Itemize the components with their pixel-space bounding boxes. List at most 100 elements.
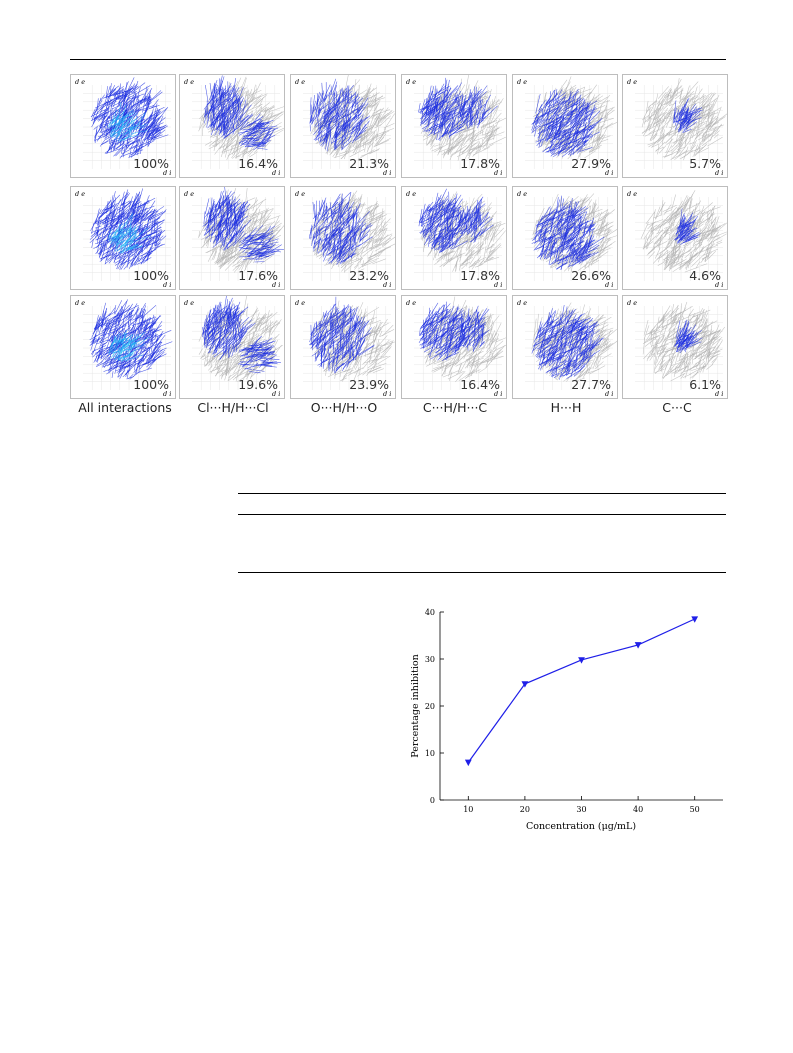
de-axis-label: d e xyxy=(517,299,527,307)
percentage-label: 23.9% xyxy=(349,377,389,392)
fingerprint-panel-c-c-row1: d e d i 5.7% xyxy=(622,74,728,178)
fingerprint-panel-o-h-row2: d e d i 23.2% xyxy=(290,186,396,290)
di-axis-label: d i xyxy=(383,390,391,398)
de-axis-label: d e xyxy=(406,78,416,86)
fingerprint-plot: d e d i xyxy=(184,75,284,177)
fingerprint-plot: d e d i xyxy=(184,296,284,398)
fingerprint-panel-all-row1: d e d i 100% xyxy=(70,74,176,178)
fingerprint-plot: d e d i xyxy=(627,190,727,289)
fingerprint-plot: d e d i xyxy=(627,77,727,177)
column-label-h-h: H···H xyxy=(550,400,582,415)
percentage-label: 5.7% xyxy=(689,156,721,171)
percentage-label: 16.4% xyxy=(460,377,500,392)
data-point-30 xyxy=(578,657,585,664)
fingerprint-panel-cl-h-row1: d e d i 16.4% xyxy=(179,74,285,178)
y-tick-label: 20 xyxy=(425,702,435,711)
percentage-label: 27.7% xyxy=(571,377,611,392)
data-point-10 xyxy=(464,759,472,767)
fingerprint-panel-h-h-row1: d e d i 27.9% xyxy=(512,74,618,178)
x-tick-label: 40 xyxy=(633,805,643,814)
de-axis-label: d e xyxy=(406,190,416,198)
de-axis-label: d e xyxy=(75,299,85,307)
fingerprint-plot: d e d i xyxy=(406,188,506,289)
percentage-label: 4.6% xyxy=(689,268,721,283)
percentage-label: 23.2% xyxy=(349,268,389,283)
percentage-label: 17.8% xyxy=(460,268,500,283)
fingerprint-plot: d e d i xyxy=(627,299,726,398)
fingerprint-column-labels: All interactions Cl···H/H···Cl O···H/H··… xyxy=(70,400,726,418)
table-bottom-rule xyxy=(238,572,726,573)
di-axis-label: d i xyxy=(605,169,613,177)
data-point-50 xyxy=(691,616,699,623)
di-axis-label: d i xyxy=(494,169,502,177)
di-axis-label: d i xyxy=(272,169,280,177)
y-tick-label: 40 xyxy=(425,608,435,617)
de-axis-label: d e xyxy=(295,78,305,86)
di-axis-label: d i xyxy=(272,281,280,289)
percentage-label: 21.3% xyxy=(349,156,389,171)
y-tick-label: 0 xyxy=(430,796,435,805)
di-axis-label: d i xyxy=(383,281,391,289)
de-axis-label: d e xyxy=(627,78,637,86)
percentage-label: 17.8% xyxy=(460,156,500,171)
fingerprint-panel-c-h-row1: d e d i 17.8% xyxy=(401,74,507,178)
data-point-40 xyxy=(634,642,642,649)
x-tick-label: 30 xyxy=(576,805,586,814)
fingerprint-plot: d e d i xyxy=(295,75,395,177)
percentage-label: 27.9% xyxy=(571,156,611,171)
fingerprint-plot: d e d i xyxy=(295,296,395,398)
di-axis-label: d i xyxy=(272,390,280,398)
percentage-label: 100% xyxy=(133,268,169,283)
fingerprint-panel-o-h-row3: d e d i 23.9% xyxy=(290,295,396,399)
fingerprint-panel-c-c-row3: d e d i 6.1% xyxy=(622,295,728,399)
fingerprint-panel-cl-h-row2: d e d i 17.6% xyxy=(179,186,285,290)
table-top-rule xyxy=(238,493,726,494)
x-tick-label: 10 xyxy=(463,805,473,814)
fingerprint-plot: d e d i xyxy=(295,190,395,289)
di-axis-label: d i xyxy=(715,169,723,177)
fingerprint-panel-all-row2: d e d i 100% xyxy=(70,186,176,290)
de-axis-label: d e xyxy=(75,78,85,86)
di-axis-label: d i xyxy=(605,390,613,398)
di-axis-label: d i xyxy=(494,390,502,398)
di-axis-label: d i xyxy=(163,169,171,177)
percentage-label: 17.6% xyxy=(238,268,278,283)
column-label-all: All interactions xyxy=(78,400,172,415)
de-axis-label: d e xyxy=(184,190,194,198)
di-axis-label: d i xyxy=(605,281,613,289)
x-tick-label: 20 xyxy=(520,805,530,814)
fingerprint-plot: d e d i xyxy=(75,299,173,398)
fingerprint-plot: d e d i xyxy=(517,76,617,177)
column-label-c-c: C···C xyxy=(662,400,692,415)
percentage-label: 100% xyxy=(133,156,169,171)
fingerprint-plot: d e d i xyxy=(406,75,506,177)
y-tick-label: 10 xyxy=(425,749,435,758)
inhibition-chart: 0 10 20 30 40 10 20 30 40 50 Concentration (μg/m… xyxy=(405,600,735,840)
di-axis-label: d i xyxy=(383,169,391,177)
de-axis-label: d e xyxy=(627,299,637,307)
fingerprint-plot: d e d i xyxy=(184,187,284,289)
fingerprint-panel-all-row3: d e d i 100% xyxy=(70,295,176,399)
fingerprint-plot: d e d i xyxy=(406,296,506,398)
header-rule xyxy=(70,59,726,60)
de-axis-label: d e xyxy=(75,190,85,198)
fingerprint-plot: d e d i xyxy=(517,190,617,289)
di-axis-label: d i xyxy=(494,281,502,289)
percentage-label: 16.4% xyxy=(238,156,278,171)
fingerprint-panel-h-h-row3: d e d i 27.7% xyxy=(512,295,618,399)
y-tick-label: 30 xyxy=(425,655,435,664)
fingerprint-panel-c-h-row2: d e d i 17.8% xyxy=(401,186,507,290)
x-tick-label: 50 xyxy=(690,805,700,814)
de-axis-label: d e xyxy=(406,299,416,307)
de-axis-label: d e xyxy=(184,78,194,86)
fingerprint-plot: d e d i xyxy=(75,188,171,289)
percentage-label: 6.1% xyxy=(689,377,721,392)
column-label-c-h: C···H/H···C xyxy=(422,400,488,415)
di-axis-label: d i xyxy=(163,281,171,289)
de-axis-label: d e xyxy=(517,78,527,86)
series-line xyxy=(467,618,695,763)
fingerprint-panel-c-c-row2: d e d i 4.6% xyxy=(622,186,728,290)
de-axis-label: d e xyxy=(295,190,305,198)
di-axis-label: d i xyxy=(715,281,723,289)
